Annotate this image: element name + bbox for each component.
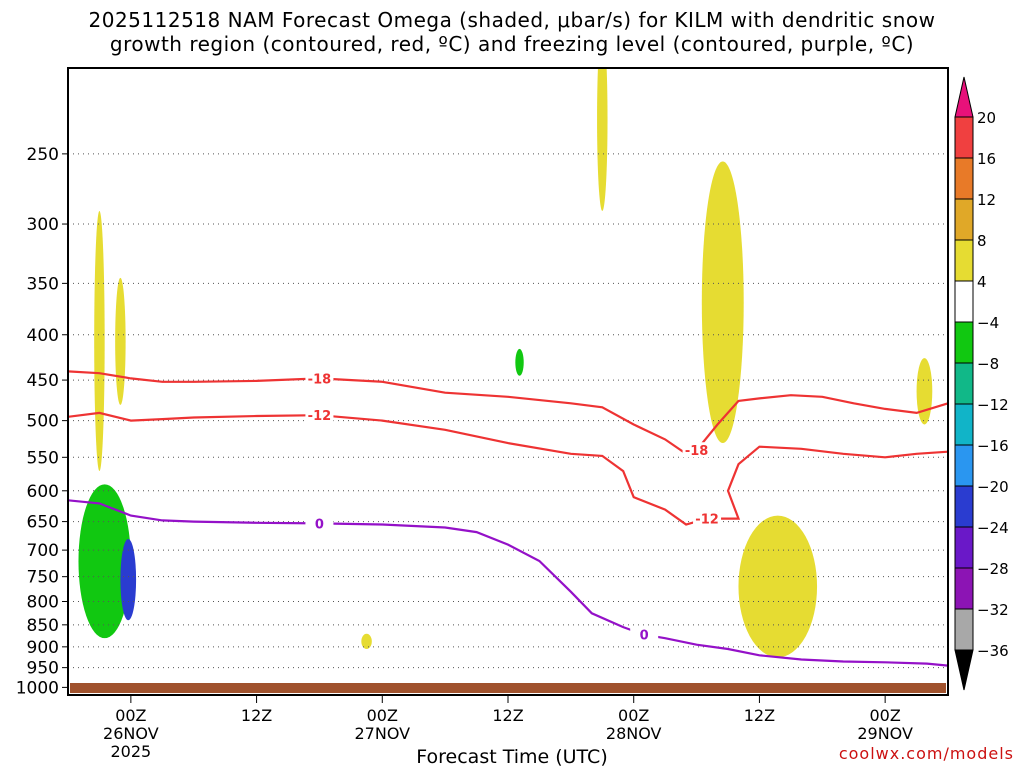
credit-text[interactable]: coolwx.com/models	[838, 744, 1014, 763]
omega-region-4	[738, 515, 818, 658]
colorbar-cell-4	[954, 280, 974, 323]
colorbar-cell-10	[954, 526, 974, 569]
contour-label-2-1: 0	[640, 629, 649, 644]
y-tick-label-650: 650	[27, 513, 59, 533]
colorbar-cell-12	[954, 608, 974, 651]
x-tick-label-6-0: 00Z	[869, 706, 900, 725]
colorbar-label-9: −20	[977, 478, 1009, 496]
y-tick-label-550: 550	[27, 448, 59, 468]
colorbar-label-7: −12	[977, 396, 1009, 414]
colorbar-top-arrow	[954, 76, 974, 118]
y-axis: 2503003504004505005506006507007508008509…	[16, 145, 68, 698]
omega-shading-layer	[78, 68, 933, 658]
y-tick-label-300: 300	[27, 215, 59, 235]
x-tick-label-3-0: 12Z	[492, 706, 523, 725]
colorbar-cell-3	[954, 239, 974, 282]
x-tick-label-2-1: 27NOV	[354, 724, 410, 743]
omega-region-8	[78, 484, 131, 639]
colorbar-label-10: −24	[977, 519, 1009, 537]
colorbar-cell-11	[954, 567, 974, 610]
omega-region-6	[361, 633, 372, 649]
colorbar-label-11: −28	[977, 560, 1009, 578]
x-tick-label-0-2: 2025	[110, 742, 151, 761]
y-tick-label-950: 950	[27, 659, 59, 679]
colorbar-bottom-arrow	[954, 649, 974, 691]
ground-fill	[70, 683, 946, 693]
colorbar-cell-1	[954, 157, 974, 200]
x-tick-label-5-0: 12Z	[744, 706, 775, 725]
x-tick-label-2-0: 00Z	[367, 706, 398, 725]
omega-region-9	[120, 538, 137, 621]
colorbar-label-3: 8	[977, 232, 987, 250]
colorbar-cell-7	[954, 403, 974, 446]
gridlines	[68, 153, 948, 688]
chart-title-line-1: 2025112518 NAM Forecast Omega (shaded, μ…	[88, 8, 936, 32]
contour-layer: -18 -18 -12 -12 0 0	[68, 370, 948, 667]
y-tick-label-1000: 1000	[16, 678, 59, 698]
contour-label-bg	[693, 510, 722, 526]
contour-line-2	[68, 499, 948, 667]
colorbar-cell-0	[954, 116, 974, 159]
contour-label-bg	[682, 442, 711, 458]
y-tick-label-600: 600	[27, 482, 59, 502]
omega-region-0	[94, 210, 105, 472]
y-tick-label-800: 800	[27, 593, 59, 613]
colorbar-label-1: 16	[977, 150, 996, 168]
colorbar-label-0: 20	[977, 109, 996, 127]
colorbar-cell-5	[954, 321, 974, 364]
y-tick-label-500: 500	[27, 412, 59, 432]
colorbar: 20 16 12 8 4 −4 −8 −12 −16 −20 −24 −28 −32 −36	[954, 76, 1009, 691]
omega-region-5	[916, 358, 933, 425]
x-tick-label-0-1: 26NOV	[103, 724, 159, 743]
y-tick-label-850: 850	[27, 616, 59, 636]
contour-label-bg	[305, 407, 334, 423]
omega-region-1	[115, 277, 126, 405]
x-axis-title: Forecast Time (UTC)	[416, 746, 608, 768]
colorbar-cell-6	[954, 362, 974, 405]
contour-label-bg	[305, 370, 334, 386]
colorbar-cell-2	[954, 198, 974, 241]
y-tick-label-350: 350	[27, 274, 59, 294]
omega-region-7	[515, 348, 524, 376]
contour-label-bg	[630, 626, 659, 642]
x-tick-label-4-1: 28NOV	[606, 724, 662, 743]
contour-label-1-0: -12	[308, 409, 332, 424]
omega-region-2	[597, 68, 608, 211]
contour-label-0-0: -18	[308, 372, 332, 387]
omega-region-3	[701, 161, 744, 444]
chart-title-line-2: growth region (contoured, red, ºC) and f…	[109, 32, 915, 56]
colorbar-label-2: 12	[977, 191, 996, 209]
y-tick-label-700: 700	[27, 541, 59, 561]
y-tick-label-250: 250	[27, 145, 59, 165]
y-tick-label-900: 900	[27, 638, 59, 658]
y-tick-label-400: 400	[27, 326, 59, 346]
colorbar-label-12: −32	[977, 601, 1009, 619]
chart-title: 2025112518 NAM Forecast Omega (shaded, μ…	[0, 8, 1024, 56]
x-tick-label-1-0: 12Z	[241, 706, 272, 725]
contour-label-1-1: -12	[695, 513, 719, 528]
colorbar-cell-8	[954, 444, 974, 487]
y-tick-label-450: 450	[27, 371, 59, 391]
contour-label-0-1: -18	[685, 444, 709, 459]
contour-label-bg	[305, 515, 334, 531]
y-tick-label-750: 750	[27, 568, 59, 588]
contour-line-1	[68, 411, 948, 526]
x-tick-label-6-1: 29NOV	[857, 724, 913, 743]
contour-label-2-0: 0	[315, 517, 324, 532]
x-tick-label-0-0: 00Z	[115, 706, 146, 725]
contour-line-0	[68, 370, 948, 456]
ground-strip	[70, 683, 946, 693]
colorbar-cell-9	[954, 485, 974, 528]
colorbar-label-4: 4	[977, 273, 987, 291]
colorbar-label-5: −4	[977, 314, 999, 332]
colorbar-label-8: −16	[977, 437, 1009, 455]
colorbar-label-13: −36	[977, 642, 1009, 660]
colorbar-label-6: −8	[977, 355, 999, 373]
x-tick-label-4-0: 00Z	[618, 706, 649, 725]
